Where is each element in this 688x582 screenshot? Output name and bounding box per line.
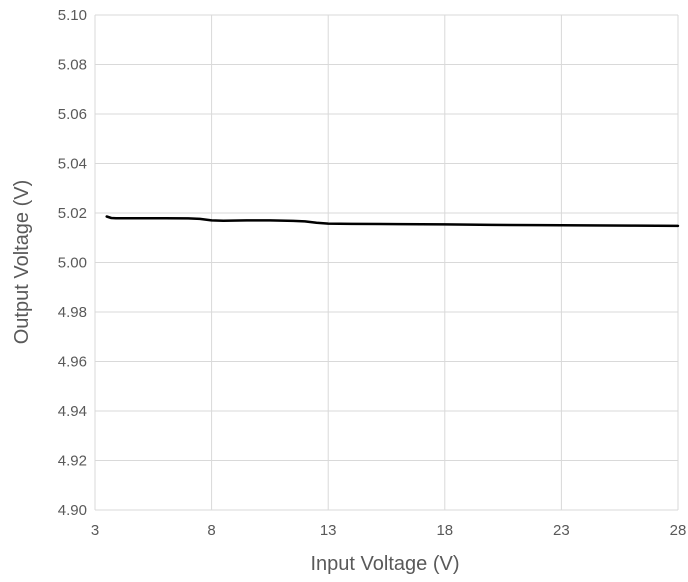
- y-axis-label: Output Voltage (V): [11, 180, 33, 345]
- y-tick-label: 4.96: [58, 354, 87, 371]
- x-tick-label: 13: [320, 522, 337, 539]
- y-tick-label: 4.94: [58, 403, 87, 420]
- y-tick-label: 5.10: [58, 7, 87, 24]
- y-tick-label: 5.00: [58, 255, 87, 272]
- series-group: [105, 215, 680, 228]
- y-tick-label: 4.90: [58, 502, 87, 519]
- y-tick-label: 5.04: [58, 156, 87, 173]
- grid-lines: [94, 14, 679, 511]
- x-axis-label: Input Voltage (V): [311, 553, 460, 575]
- y-tick-label: 4.92: [58, 453, 87, 470]
- y-tick-label: 4.98: [58, 304, 87, 321]
- series-line: [105, 215, 680, 228]
- y-tick-label: 5.06: [58, 106, 87, 123]
- y-tick-label: 5.02: [58, 205, 87, 222]
- x-tick-label: 28: [670, 522, 687, 539]
- x-tick-label: 18: [436, 522, 453, 539]
- x-tick-label: 8: [207, 522, 215, 539]
- x-tick-labels: 3 8 13 18 23 28: [91, 522, 687, 539]
- y-tick-label: 5.08: [58, 57, 87, 74]
- y-tick-labels: 5.10 5.08 5.06 5.04 5.02 5.00 4.98 4.96 4.94 4.92…: [58, 7, 87, 519]
- x-tick-label: 23: [553, 522, 570, 539]
- x-tick-label: 3: [91, 522, 99, 539]
